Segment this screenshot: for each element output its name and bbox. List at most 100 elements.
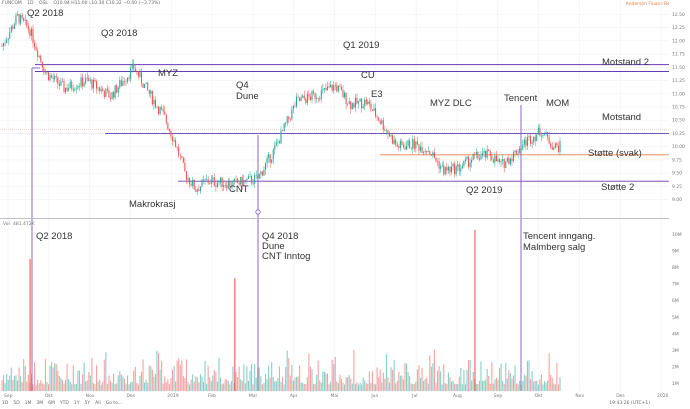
range-button[interactable]: 1M [24,401,32,406]
volume-bar [364,380,366,391]
volume-bar [407,372,409,391]
candle-body [218,182,220,184]
candle-body [82,77,84,87]
range-button[interactable]: 5D [13,401,20,406]
volume-bar [69,381,71,391]
range-button[interactable]: 3M [36,401,44,406]
volume-bar [491,362,493,391]
candle-body [285,123,287,124]
volume-bar [488,375,490,391]
volume-bar [539,379,541,391]
volume-bar [502,381,504,391]
candle-body [429,151,431,155]
range-button[interactable]: 1D [2,401,9,406]
volume-bar [437,370,439,391]
volume-bar [499,367,501,391]
volume-bar [71,384,73,391]
volume-bar [271,362,273,391]
volume-bar [264,374,267,391]
range-button[interactable]: 6M [48,401,55,406]
candle-body [86,77,88,79]
candle-body [452,163,454,167]
volume-bar [503,384,505,391]
volume-bar [356,382,358,391]
volume-bar [351,383,353,391]
volume-bar [302,382,304,391]
volume-bar [556,362,558,391]
time-tick-label: Sep [494,393,503,399]
volume-bar [291,364,293,391]
range-button[interactable]: 1Y [73,401,80,406]
candle-body [10,26,12,33]
candle-body [243,180,245,187]
volume-bar [230,381,232,391]
volume-bar [468,359,470,391]
candle-body [461,165,463,169]
candle-body [488,149,490,152]
candle-body [212,177,214,180]
volume-bar [187,381,189,391]
volume-spike-bar [474,230,476,391]
volume-bar [412,384,414,391]
candle-body [492,159,494,163]
volume-bar [176,360,178,391]
candle-body [210,179,212,184]
volume-bar [489,383,491,391]
volume-bar [362,377,364,391]
candle-body [531,142,533,144]
candle-body [325,87,327,91]
volume-bar [192,374,194,391]
candle-body [379,120,381,124]
volume-bar [353,349,355,391]
range-button[interactable]: YTD [59,401,69,406]
volume-bar [3,375,5,391]
volume-bar [252,384,254,391]
volume-bar [540,374,542,391]
volume-bar [94,384,96,391]
candle-body [139,72,141,77]
candle-body [278,141,280,144]
volume-bar [108,375,110,391]
candle-body [43,68,45,73]
volume-bar [80,383,82,391]
time-tick-label: Okt [45,393,53,399]
candle-body [54,76,56,80]
volume-bar [131,381,133,391]
volume-bar [299,365,301,391]
candle-body [226,185,228,189]
volume-bar [66,363,68,391]
volume-bar [559,377,561,391]
volume-bar [486,368,488,391]
interval-label[interactable]: 1D [27,1,34,6]
candle-body [435,157,437,162]
range-button[interactable]: Go to... [105,401,123,406]
candlesticks [1,10,561,196]
candle-body [367,101,369,105]
candle-body [187,178,189,180]
candle-body [51,75,53,78]
candle-body [170,130,172,137]
volume-bar [114,384,116,391]
time-tick-label: Apr [290,393,298,399]
candle-body [158,106,160,114]
volume-bar [525,375,527,391]
volume-bar [20,376,22,391]
volume-bar [480,361,482,391]
time-axis: Sep Okt Nov Des 2019 Feb Mar Apr Mai Jun Jul Aug Sep… [4,393,669,399]
volume-bar [10,367,12,391]
candle-body [512,152,515,161]
volume-bar [122,376,124,391]
candle-body [130,67,132,79]
candle-body [116,85,118,93]
range-button[interactable]: 5Y [84,401,91,406]
candle-body [430,154,432,156]
price-tick-label: 10.25 [672,131,685,137]
pane-divider[interactable] [0,218,669,219]
range-button[interactable]: All [95,401,101,406]
candle-body [381,120,383,124]
symbol-label[interactable]: FUNCOM [2,1,22,6]
volume-bar [423,380,425,391]
candle-body [525,139,527,146]
